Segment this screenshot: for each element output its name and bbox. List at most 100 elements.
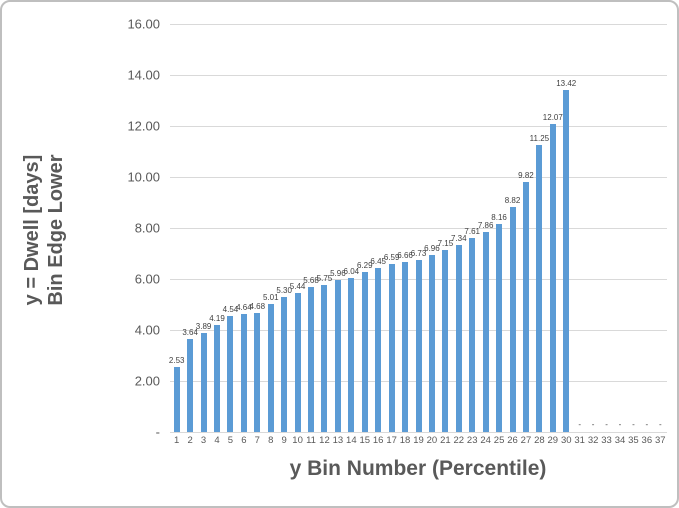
data-label-bin-35: - (632, 420, 635, 429)
y-tick-label: 8.00 (134, 220, 160, 236)
x-tick-label-22: 22 (453, 435, 465, 446)
x-tick-label-31: 31 (574, 435, 585, 446)
bar-bin-18[interactable] (402, 262, 409, 432)
bar-bin-14[interactable] (348, 278, 355, 432)
x-tick-label-17: 17 (386, 435, 397, 446)
bar-bin-10[interactable] (294, 293, 301, 432)
x-tick-label-6: 6 (241, 435, 247, 446)
x-tick-label-3: 3 (200, 435, 207, 446)
x-tick-label-27: 27 (520, 435, 532, 446)
y-tick-label: 6.00 (134, 271, 160, 287)
data-label-bin-16: 6.45 (370, 257, 386, 266)
bar-bin-25[interactable] (496, 224, 503, 432)
data-label-bin-12: 5.75 (316, 274, 333, 283)
bar-bin-22[interactable] (455, 245, 462, 432)
data-label-bin-30: 13.42 (556, 79, 577, 88)
bar-bin-9[interactable] (281, 297, 288, 432)
bar-bin-1[interactable] (173, 367, 180, 432)
x-tick-label-18: 18 (399, 435, 411, 446)
x-tick-label-33: 33 (601, 435, 612, 446)
y-axis-tick-labels: 16.00 14.00 12.00 10.00 8.00 6.00 4.00 2.00 - (2, 17, 160, 440)
x-tick-label-36: 36 (641, 435, 653, 446)
bar-bin-3[interactable] (200, 333, 207, 432)
bar-bin-19[interactable] (415, 260, 422, 432)
x-tick-label-37: 37 (654, 435, 666, 446)
bar-bin-5[interactable] (227, 316, 234, 432)
data-label-bin-8: 5.01 (262, 293, 279, 302)
bar-bin-13[interactable] (334, 280, 341, 432)
data-label-bin-1: 2.53 (168, 356, 185, 365)
bar-bin-23[interactable] (469, 238, 476, 432)
data-label-bin-34: - (618, 420, 622, 429)
x-tick-label-9: 9 (281, 435, 287, 446)
y-tick-label: 16.00 (127, 16, 160, 32)
bar-bin-12[interactable] (321, 285, 328, 432)
data-label-bin-27: 9.82 (518, 171, 534, 180)
gridline (170, 24, 667, 25)
bar-bin-28[interactable] (536, 145, 543, 432)
x-tick-label-13: 13 (332, 435, 344, 446)
data-label-bin-31: - (578, 420, 582, 429)
x-tick-label-5: 5 (227, 435, 234, 446)
data-label-bin-10: 5.44 (289, 282, 306, 291)
data-label-bin-11: 5.68 (303, 276, 319, 285)
bar-bin-30[interactable] (563, 90, 570, 432)
x-tick-label-35: 35 (628, 435, 639, 446)
data-label-bin-7: 4.68 (249, 302, 266, 311)
x-tick-label-14: 14 (346, 435, 357, 446)
data-label-bin-23: 7.61 (464, 227, 481, 236)
bar-bin-11[interactable] (308, 287, 315, 432)
x-tick-label-12: 12 (319, 435, 330, 446)
x-tick-label-24: 24 (480, 435, 491, 446)
bar-bin-20[interactable] (428, 255, 435, 432)
x-tick-label-15: 15 (359, 435, 371, 446)
data-label-bin-20: 6.96 (424, 244, 440, 253)
x-axis-tick-labels: 1 2 3 4 5 6 7 8 9 10 11 12 13 14 15 16 17 18 19 20 21 22 23 24 2… (170, 435, 667, 449)
bar-bin-21[interactable] (442, 250, 449, 432)
data-label-bin-9: 5.30 (276, 286, 292, 295)
bar-bin-24[interactable] (482, 232, 489, 432)
bar-bin-27[interactable] (522, 182, 529, 432)
data-label-bin-2: 3.64 (182, 328, 198, 337)
x-tick-label-11: 11 (306, 435, 316, 446)
data-label-bin-21: 7.15 (437, 239, 454, 248)
gridline (170, 126, 667, 127)
y-tick-label: 10.00 (127, 169, 160, 185)
data-label-bin-33: - (605, 420, 608, 429)
bar-bin-2[interactable] (187, 339, 194, 432)
bar-bin-29[interactable] (549, 124, 556, 432)
gridline (170, 228, 667, 229)
data-label-bin-24: 7.86 (477, 221, 494, 230)
x-tick-label-20: 20 (426, 435, 438, 446)
x-tick-label-30: 30 (560, 435, 572, 446)
data-label-bin-13: 5.96 (330, 269, 346, 278)
plot-area: 2.53 3.64 3.89 4.19 4.54 4.64 4.68 5.01 5.30 5.44… (168, 24, 667, 433)
bar-bin-17[interactable] (388, 264, 395, 432)
x-tick-label-4: 4 (214, 435, 220, 446)
x-tick-label-25: 25 (493, 435, 505, 446)
data-label-bin-5: 4.54 (222, 305, 239, 314)
data-label-bin-4: 4.19 (209, 314, 225, 323)
bar-bin-4[interactable] (214, 325, 220, 432)
y-tick-label: - (155, 424, 160, 440)
data-label-bin-36: - (645, 420, 649, 429)
bar-bin-8[interactable] (267, 304, 274, 432)
gridline (170, 177, 667, 178)
y-tick-label: 2.00 (134, 373, 160, 389)
bar-bin-15[interactable] (361, 272, 368, 432)
bar-bin-16[interactable] (375, 268, 382, 432)
data-label-bin-32: - (591, 420, 595, 429)
data-label-bin-28: 11.25 (529, 134, 550, 143)
bar-bin-6[interactable] (240, 314, 247, 432)
bar-bin-7[interactable] (254, 313, 261, 432)
data-label-bin-3: 3.89 (195, 322, 212, 331)
bar-bin-26[interactable] (509, 207, 516, 432)
gridline (170, 75, 667, 76)
x-tick-label-26: 26 (507, 435, 518, 446)
y-tick-label: 12.00 (127, 118, 160, 134)
data-label-bin-25: 8.16 (491, 213, 507, 222)
x-tick-label-10: 10 (292, 435, 303, 446)
data-label-bin-18: 6.66 (397, 251, 413, 260)
data-label-bin-37: - (658, 420, 662, 429)
